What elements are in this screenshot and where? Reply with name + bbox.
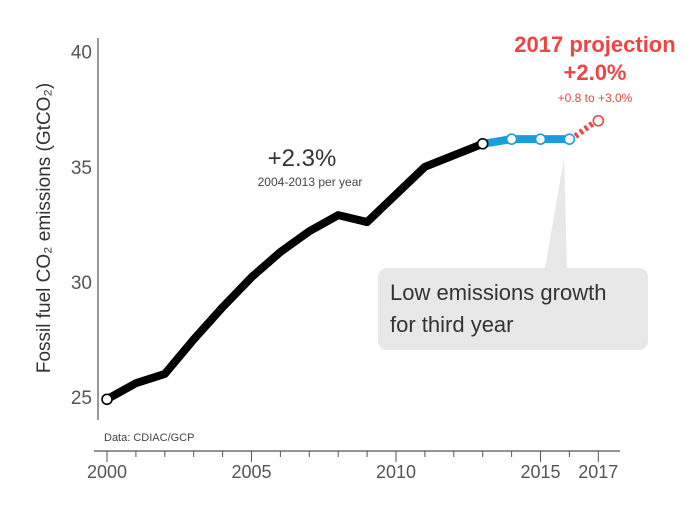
callout-box — [378, 268, 648, 350]
y-tick-label: 30 — [71, 273, 92, 294]
callout-line-1: Low emissions growth — [390, 280, 606, 305]
x-tick-label: 2000 — [87, 462, 127, 482]
series-historical-line — [103, 139, 487, 404]
data-point-start — [101, 393, 113, 406]
y-tick-label: 25 — [71, 388, 92, 409]
data-point-2013 — [476, 137, 489, 150]
projection-title: 2017 projection — [514, 32, 675, 57]
x-tick-label: 2017 — [578, 462, 618, 482]
series-recent-line — [482, 135, 570, 148]
y-ticks: 25 30 35 40 — [71, 43, 92, 409]
data-point-recent — [563, 133, 576, 145]
x-tick-label: 2010 — [376, 462, 416, 482]
data-point-recent — [505, 133, 518, 145]
series-projection-line — [573, 121, 595, 139]
y-tick-label: 35 — [71, 158, 92, 179]
series-layer — [101, 114, 605, 406]
projection-value: +2.0% — [564, 60, 627, 85]
data-point-projection — [592, 114, 605, 127]
x-ticks: 2000 2005 2010 2015 2017 — [87, 451, 618, 482]
growth-period: 2004-2013 per year — [258, 175, 363, 189]
projection-range: +0.8 to +3.0% — [558, 91, 633, 105]
callout-pointer — [545, 158, 567, 268]
source-label: Data: CDIAC/GCP — [104, 432, 194, 444]
callout-line-2: for third year — [390, 312, 514, 337]
x-tick-label: 2005 — [231, 462, 271, 482]
y-axis-title: Fossil fuel CO₂ emissions (GtCO₂) — [34, 83, 55, 373]
y-tick-label: 40 — [71, 43, 92, 64]
data-point-recent — [534, 133, 547, 145]
x-tick-label: 2015 — [520, 462, 560, 482]
growth-value: +2.3% — [268, 145, 337, 172]
